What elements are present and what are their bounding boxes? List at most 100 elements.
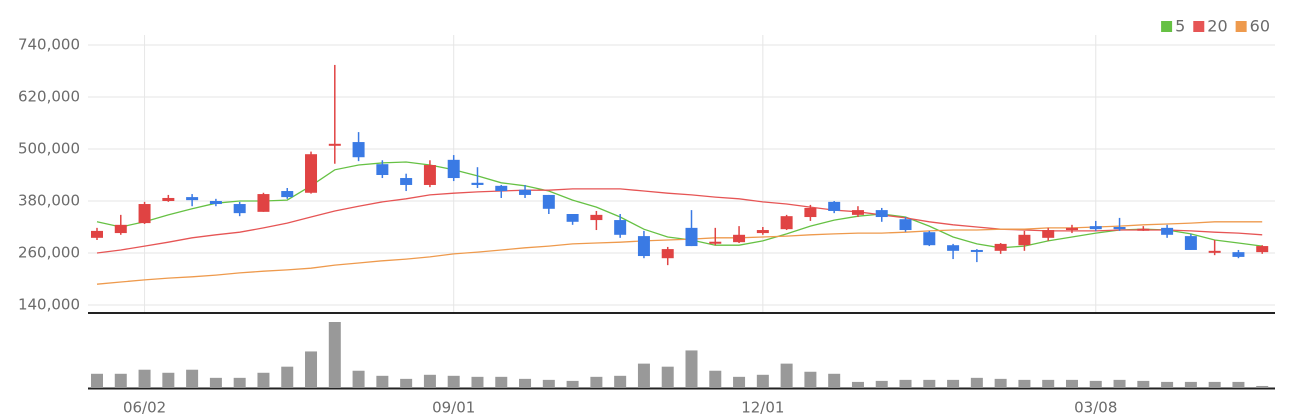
volume-bar — [566, 380, 579, 388]
volume-bar — [1161, 381, 1174, 388]
volume-bar — [1256, 385, 1269, 388]
volume-bar — [209, 377, 222, 388]
volume-bar — [495, 376, 508, 388]
volume-bar — [400, 378, 413, 388]
moving-average-line — [96, 161, 1263, 249]
candle-body — [233, 204, 246, 214]
candle-body — [328, 143, 341, 146]
candle-body — [162, 197, 175, 201]
y-tick-label: 380,000 — [18, 192, 80, 210]
volume-bar — [423, 374, 436, 388]
candle-body — [1042, 230, 1055, 238]
candle-body — [1232, 252, 1245, 257]
candle-body — [471, 182, 484, 185]
candle-body — [281, 191, 294, 198]
x-tick-label: 12/01 — [741, 399, 784, 416]
candle-body — [542, 194, 555, 209]
volume-bar — [733, 376, 746, 388]
x-tick-label: 06/02 — [123, 399, 166, 416]
candle-body — [899, 219, 912, 231]
legend-label: 5 — [1175, 17, 1185, 36]
candle-body — [614, 220, 627, 235]
volume-bar — [1018, 379, 1031, 388]
candle-body — [923, 232, 936, 246]
volume-bar — [637, 363, 650, 388]
candle-body — [447, 159, 460, 179]
candle-body — [637, 236, 650, 257]
volume-bar — [1065, 379, 1078, 388]
volume-bar — [970, 377, 983, 388]
candle-body — [804, 207, 817, 218]
volume-bar — [138, 369, 151, 388]
candle-body — [709, 241, 722, 244]
volume-bar — [780, 363, 793, 388]
volume-bar — [685, 350, 698, 388]
volume-bar — [162, 372, 175, 388]
candle-body — [495, 185, 508, 192]
candle-body — [566, 214, 579, 222]
volume-bar — [352, 370, 365, 388]
candle-body — [590, 214, 603, 221]
legend-label: 20 — [1207, 17, 1227, 36]
candle-body — [970, 249, 983, 252]
volume-bar — [114, 373, 127, 388]
volume-bar — [471, 376, 484, 388]
volume-bar — [1184, 381, 1197, 388]
volume-bar — [614, 375, 627, 388]
candle-body — [947, 245, 960, 251]
volume-bar — [1042, 379, 1055, 388]
candle-body — [851, 210, 864, 215]
volume-bar — [519, 378, 532, 388]
legend-swatch — [1161, 21, 1173, 32]
y-tick-label: 500,000 — [18, 140, 80, 158]
candle-body — [1137, 228, 1150, 231]
volume-bar — [923, 379, 936, 388]
candle-body — [1256, 246, 1269, 253]
volume-bar — [1113, 379, 1126, 388]
legend-label: 60 — [1250, 17, 1270, 36]
volume-bar — [1137, 380, 1150, 388]
candle-body — [733, 234, 746, 243]
y-tick-label: 620,000 — [18, 88, 80, 106]
volume-bar — [661, 366, 674, 388]
volume-bar — [756, 374, 769, 388]
candle-body — [352, 142, 365, 158]
candle-body — [257, 194, 270, 212]
volume-bar — [1208, 381, 1221, 388]
candle-body — [828, 201, 841, 211]
volume-bar — [875, 380, 888, 388]
y-tick-label: 740,000 — [18, 36, 80, 54]
candle-body — [1208, 250, 1221, 253]
x-tick-label: 03/08 — [1074, 399, 1117, 416]
volume-bar — [1232, 381, 1245, 388]
volume-bar — [804, 371, 817, 388]
volume-bar — [851, 381, 864, 388]
candle-body — [756, 230, 769, 234]
volume-bar — [1089, 380, 1102, 388]
candle-body — [114, 224, 127, 234]
volume-bar — [305, 351, 318, 388]
candle-body — [661, 249, 674, 259]
volume-bar — [994, 378, 1007, 388]
legend-swatch — [1193, 21, 1205, 32]
candle-body — [305, 154, 318, 193]
volume-bar — [947, 379, 960, 388]
volume-bar — [590, 376, 603, 388]
candle-body — [1089, 226, 1102, 230]
volume-bar — [328, 322, 341, 388]
candle-body — [138, 204, 151, 224]
volume-bar — [233, 377, 246, 388]
volume-bar — [281, 366, 294, 388]
volume-bar — [828, 373, 841, 388]
moving-average-line — [96, 188, 1263, 254]
candle-body — [400, 178, 413, 185]
volume-bar — [91, 373, 103, 388]
volume-bar — [376, 375, 389, 388]
candle-body — [994, 243, 1007, 251]
candle-body — [91, 230, 103, 238]
candle-body — [423, 165, 436, 185]
candle-body — [875, 210, 888, 218]
candle-body — [1113, 227, 1126, 230]
volume-bar — [186, 369, 199, 388]
